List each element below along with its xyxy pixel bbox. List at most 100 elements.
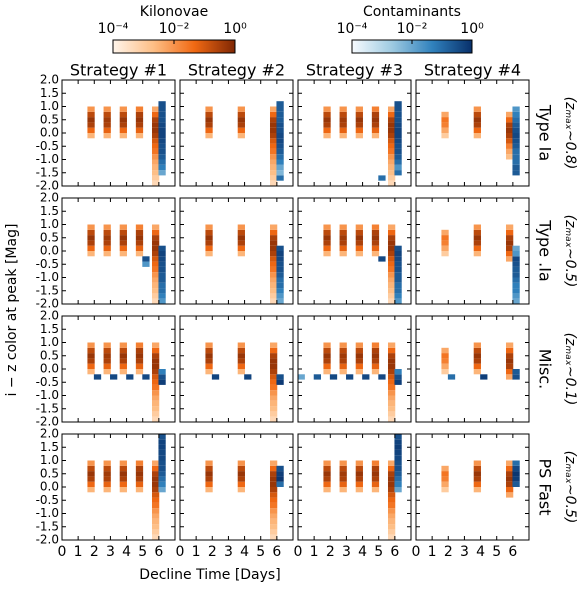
contaminant-cell xyxy=(158,127,166,133)
kilonova-cell xyxy=(205,369,213,375)
kilonova-cell xyxy=(151,282,160,289)
contaminant-cell xyxy=(276,256,284,262)
kilonova-cell xyxy=(237,117,245,123)
kilonova-cell xyxy=(339,240,347,246)
contaminant-cell xyxy=(276,101,284,107)
kilonova-cell xyxy=(473,471,481,477)
kilonova-cell xyxy=(237,471,245,477)
kilonova-cell xyxy=(387,400,396,407)
cells xyxy=(441,224,520,304)
contaminant-cell xyxy=(142,374,150,380)
kilonova-cell xyxy=(119,251,127,257)
x-tick-label: 2 xyxy=(90,544,99,560)
kilonova-cell xyxy=(355,476,363,482)
kilonova-cell xyxy=(355,122,363,128)
kilonova-cell xyxy=(237,111,245,118)
kilonova-cell xyxy=(473,353,481,359)
kilonova-cell xyxy=(473,251,481,257)
kilonova-cell xyxy=(339,251,347,257)
contaminant-cell xyxy=(158,374,166,380)
y-tick-label: -1.0 xyxy=(36,270,59,284)
kilonova-cell xyxy=(473,229,481,236)
contaminant-cell xyxy=(158,369,166,375)
kilonova-cell xyxy=(387,159,396,165)
kilonova-cell xyxy=(135,229,144,236)
kilonova-cell xyxy=(505,492,514,498)
kilonova-cell xyxy=(473,487,481,493)
kilonova-cell xyxy=(441,240,449,246)
contaminant-cell xyxy=(158,282,166,289)
y-tick-label: 0.5 xyxy=(40,230,59,244)
contaminant-cell xyxy=(158,164,166,171)
contaminant-cell xyxy=(378,374,386,380)
y-tick-label: 2.0 xyxy=(40,427,59,441)
cells xyxy=(323,434,402,540)
contaminant-cell xyxy=(512,133,520,139)
cells xyxy=(323,224,402,304)
kilonova-cell xyxy=(473,240,481,246)
contaminant-cell xyxy=(276,379,284,385)
contaminant-cell xyxy=(126,374,134,380)
kilonova-cell xyxy=(371,363,380,369)
kilonova-cell xyxy=(323,251,331,257)
contaminant-cell xyxy=(512,251,520,257)
kilonova-cell xyxy=(269,358,278,364)
contaminant-cell xyxy=(158,379,166,385)
contaminant-cell xyxy=(512,476,520,482)
kilonova-cell xyxy=(269,497,278,503)
kilonova-cell xyxy=(269,411,278,417)
kilonova-cell xyxy=(323,481,331,487)
kilonova-cell xyxy=(119,471,127,477)
y-tick-label: 0.5 xyxy=(40,348,59,362)
kilonova-cell xyxy=(339,122,347,128)
kilonova-cell xyxy=(135,476,144,482)
panel: -2.0-1.5-1.0-0.50.00.51.01.52.0 xyxy=(36,191,176,311)
kilonova-cell xyxy=(387,170,396,176)
kilonova-cell xyxy=(505,111,514,118)
kilonova-cell xyxy=(205,224,213,230)
kilonova-cell xyxy=(151,154,160,160)
kilonova-cell xyxy=(473,465,481,472)
x-tick-label: 6 xyxy=(272,544,281,560)
contaminant-cell xyxy=(512,117,520,123)
kilonova-cell xyxy=(269,106,278,112)
strategy-title: Strategy #2 xyxy=(188,61,285,80)
kilonova-cell xyxy=(371,460,380,466)
kilonova-cell xyxy=(237,487,245,493)
kilonova-cell xyxy=(387,502,396,509)
kilonova-cell xyxy=(269,293,278,299)
kilonova-cell xyxy=(387,180,396,186)
contaminant-cell xyxy=(276,143,284,149)
contaminant-cell xyxy=(158,170,166,176)
kilonova-cell xyxy=(269,154,278,160)
kilonova-cell xyxy=(387,471,396,477)
kilonova-cell xyxy=(151,229,160,236)
kilonova-cell xyxy=(387,251,396,257)
kilonova-cell xyxy=(151,369,160,375)
contaminant-cell xyxy=(158,101,166,107)
kilonova-cell xyxy=(87,460,95,466)
kilonova-cell xyxy=(387,261,396,267)
kilonova-cell xyxy=(119,487,127,493)
kilonova-cell xyxy=(387,508,396,514)
kilonova-cell xyxy=(371,122,380,128)
kilonova-cell xyxy=(387,524,396,530)
kilonova-cell xyxy=(339,471,347,477)
contaminant-cell xyxy=(512,272,520,278)
kilonova-cell xyxy=(205,363,213,369)
kilonova-cell xyxy=(237,122,245,128)
kilonova-cell xyxy=(269,395,278,401)
kilonova-cell xyxy=(387,293,396,299)
contaminant-cell xyxy=(512,138,520,144)
kilonova-cell xyxy=(323,224,331,230)
kilonova-cell xyxy=(269,175,278,181)
kilonova-cell xyxy=(119,133,127,139)
kilonova-cell xyxy=(151,251,160,257)
kilonova-cell xyxy=(237,224,245,230)
kilonova-cell xyxy=(371,342,380,348)
panel: -2.0-1.5-1.0-0.50.00.51.01.52.0 xyxy=(36,73,176,193)
cells xyxy=(205,460,284,540)
kilonova-cell xyxy=(441,117,449,123)
contaminant-cell xyxy=(244,374,252,380)
cells xyxy=(205,342,284,422)
